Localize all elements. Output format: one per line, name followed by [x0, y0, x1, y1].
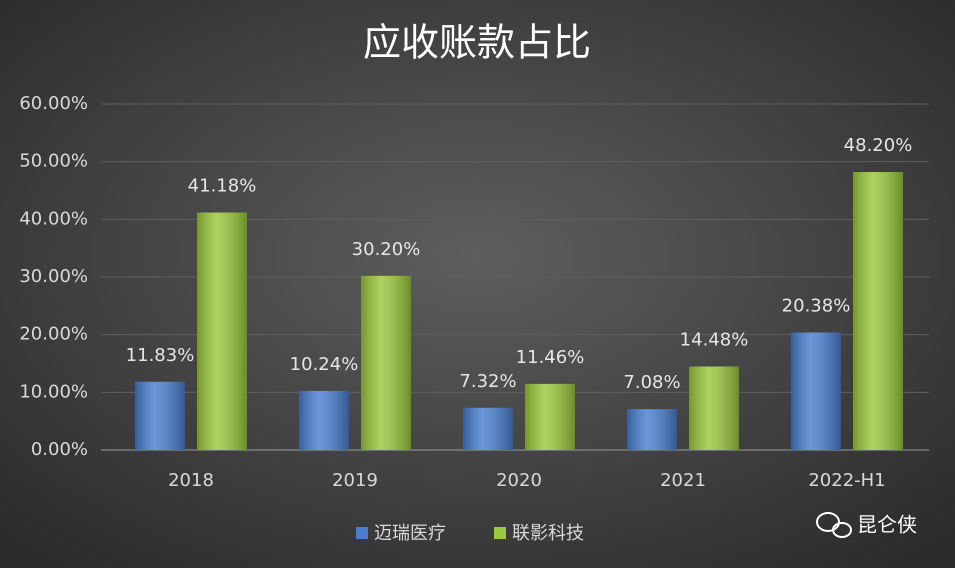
x-tick-label: 2019 [332, 470, 378, 491]
bar [135, 381, 185, 450]
bar [627, 409, 677, 450]
legend-marker [494, 527, 506, 539]
bar [853, 172, 903, 450]
value-label: 41.18% [188, 176, 257, 197]
value-label: 30.20% [352, 239, 421, 260]
bar [361, 275, 411, 450]
value-label: 10.24% [290, 354, 359, 375]
x-tick-label: 2022-H1 [808, 470, 885, 491]
legend-label: 迈瑞医疗 [374, 523, 446, 544]
value-label: 11.46% [516, 347, 585, 368]
chart-title: 应收账款占比 [363, 21, 591, 65]
legend-label: 联影科技 [512, 523, 584, 544]
bar [197, 212, 247, 450]
y-tick-label: 10.00% [19, 381, 88, 402]
y-tick-label: 20.00% [19, 324, 88, 345]
watermark: 昆仑侠 [857, 513, 917, 537]
legend-marker [356, 527, 368, 539]
y-tick-label: 30.00% [19, 266, 88, 287]
y-tick-label: 60.00% [19, 93, 88, 114]
value-label: 14.48% [680, 329, 749, 350]
y-tick-label: 50.00% [19, 151, 88, 172]
value-label: 11.83% [126, 345, 195, 366]
bar [525, 383, 575, 450]
x-tick-label: 2018 [168, 470, 214, 491]
watermark-icon [816, 512, 852, 538]
x-tick-label: 2020 [496, 470, 542, 491]
x-tick-label: 2021 [660, 470, 706, 491]
bar [463, 407, 513, 450]
bar [791, 332, 841, 450]
value-label: 7.08% [623, 372, 680, 393]
value-label: 48.20% [844, 135, 913, 156]
bar [299, 390, 349, 450]
y-tick-label: 0.00% [31, 439, 88, 460]
y-tick-label: 40.00% [19, 208, 88, 229]
value-label: 20.38% [782, 295, 851, 316]
value-label: 7.32% [459, 371, 516, 392]
bar [689, 366, 739, 450]
